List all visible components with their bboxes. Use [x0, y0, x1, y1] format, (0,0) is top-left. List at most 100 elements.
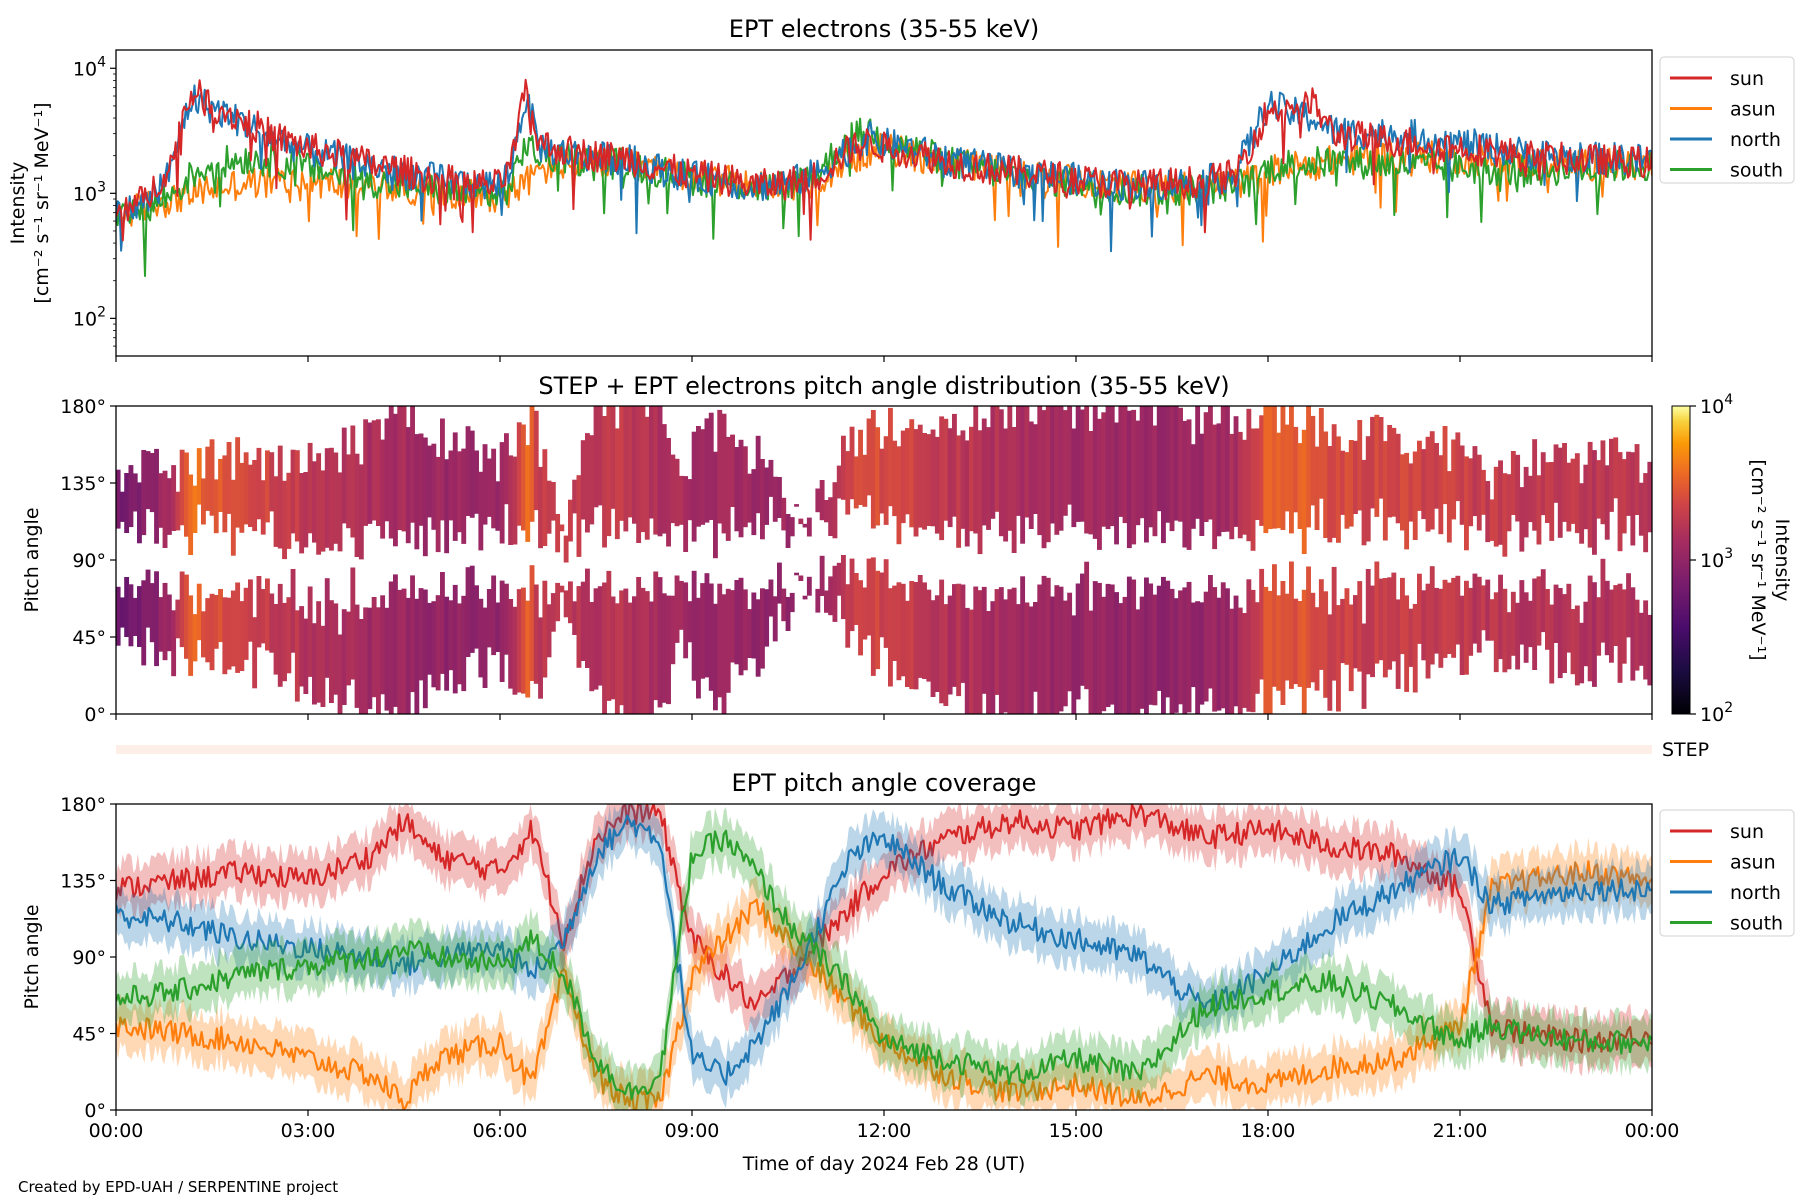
heatmap-cell [841, 555, 846, 620]
y-tick-label: 104 [73, 54, 106, 80]
heatmap-cell [657, 406, 663, 537]
heatmap-cell [1020, 406, 1026, 544]
x-tick-label: 21:00 [1433, 1120, 1488, 1142]
heatmap-cell [358, 619, 364, 714]
heatmap-cell [448, 600, 454, 671]
heatmap-cell [1254, 602, 1260, 694]
heatmap-cell [632, 406, 637, 524]
heatmap-cell [853, 573, 859, 625]
heatmap-cell [1540, 452, 1546, 516]
heatmap-cell [1024, 406, 1030, 518]
heatmap-cell [926, 434, 932, 526]
heatmap-cell [913, 582, 919, 690]
heatmap-cell [529, 406, 535, 522]
heatmap-cell [597, 586, 603, 686]
heatmap-cell [1340, 450, 1346, 515]
heatmap-cell [550, 482, 556, 521]
heatmap-cell [188, 474, 194, 555]
heatmap-cell [1173, 406, 1179, 521]
heatmap-cell [252, 460, 258, 532]
colorbar-tick-label: 102 [1700, 700, 1733, 726]
heatmap-cell [205, 446, 211, 511]
heatmap-cell [862, 587, 868, 640]
heatmap-cell [1327, 446, 1333, 543]
heatmap-cell [269, 593, 275, 653]
heatmap-cell [1314, 607, 1320, 691]
heatmap-cell [943, 418, 949, 521]
heatmap-cell [1421, 590, 1427, 661]
heatmap-cell [239, 601, 245, 671]
heatmap-cell [1361, 459, 1367, 546]
heatmap-cell [371, 420, 377, 521]
heatmap-cell [1212, 424, 1218, 550]
heatmap-cell [568, 581, 573, 624]
heatmap-cell [1553, 584, 1559, 643]
series-band-sun [116, 804, 1652, 1077]
heatmap-cell [1144, 406, 1149, 543]
heatmap-cell [1148, 406, 1154, 528]
heatmap-cell [512, 456, 518, 545]
heatmap-cell [1122, 406, 1128, 524]
heatmap-cell [256, 447, 262, 520]
heatmap-cell [414, 598, 420, 714]
heatmap-cell [785, 597, 791, 631]
heatmap-cell [674, 575, 680, 643]
heatmap-cell [243, 452, 249, 525]
heatmap-cell [973, 586, 979, 714]
heatmap-cell [1054, 406, 1060, 535]
heatmap-cell [1609, 589, 1614, 663]
heatmap-cell [708, 583, 714, 691]
heatmap-cell [1041, 410, 1047, 549]
heatmap-cell [1429, 431, 1435, 530]
heatmap-cell [1417, 440, 1422, 511]
heatmap-cell [764, 467, 770, 525]
heatmap-cell [1165, 580, 1171, 698]
heatmap-cell [1634, 444, 1640, 515]
heatmap-cell [1028, 421, 1034, 529]
heatmap-cell [1178, 407, 1183, 522]
heatmap-cell [1412, 451, 1418, 540]
heatmap-cell [704, 573, 710, 678]
heatmap-cell [1272, 406, 1277, 529]
heatmap-cell [1126, 410, 1132, 549]
heatmap-cell [614, 428, 620, 540]
heatmap-cell [1054, 585, 1060, 714]
heatmap-cell [363, 607, 369, 714]
heatmap-cell [1109, 406, 1115, 527]
heatmap-cell [1003, 428, 1009, 542]
heatmap-cell [273, 604, 279, 675]
x-tick-label: 00:00 [1625, 1120, 1680, 1142]
heatmap-cell [290, 449, 296, 534]
heatmap-cell [1395, 599, 1401, 689]
heatmap-cell [593, 588, 599, 690]
heatmap-cell [499, 580, 505, 682]
heatmap-cell [192, 614, 198, 662]
heatmap-cell [986, 427, 991, 530]
heatmap-cell [922, 433, 927, 530]
heatmap-cell [116, 586, 121, 646]
heatmap-cell [1613, 585, 1619, 646]
heatmap-cell [1293, 426, 1299, 513]
heatmap-cell [1075, 406, 1081, 522]
heatmap-cell [1088, 610, 1094, 714]
heatmap-cell [1421, 449, 1427, 520]
heatmap-cell [1476, 576, 1482, 653]
heatmap-cell [892, 440, 898, 517]
heatmap-cell [1016, 604, 1021, 714]
heatmap-cell [653, 571, 659, 701]
x-tick-label: 09:00 [665, 1120, 720, 1142]
heatmap-cell [1566, 583, 1572, 653]
heatmap-cell [798, 518, 804, 525]
heatmap-cell [1118, 603, 1124, 714]
heatmap-cell [158, 597, 164, 652]
heatmap-cell [521, 587, 526, 694]
heatmap-cell [819, 480, 825, 521]
heatmap-cell [1301, 589, 1307, 714]
heatmap-cell [141, 580, 147, 666]
heatmap-cell [1067, 406, 1073, 505]
y-tick-label: 90° [72, 947, 106, 969]
heatmap-cell [952, 413, 957, 517]
heatmap-cell [900, 583, 906, 677]
heatmap-cell [610, 406, 616, 509]
heatmap-cell [1024, 602, 1030, 714]
